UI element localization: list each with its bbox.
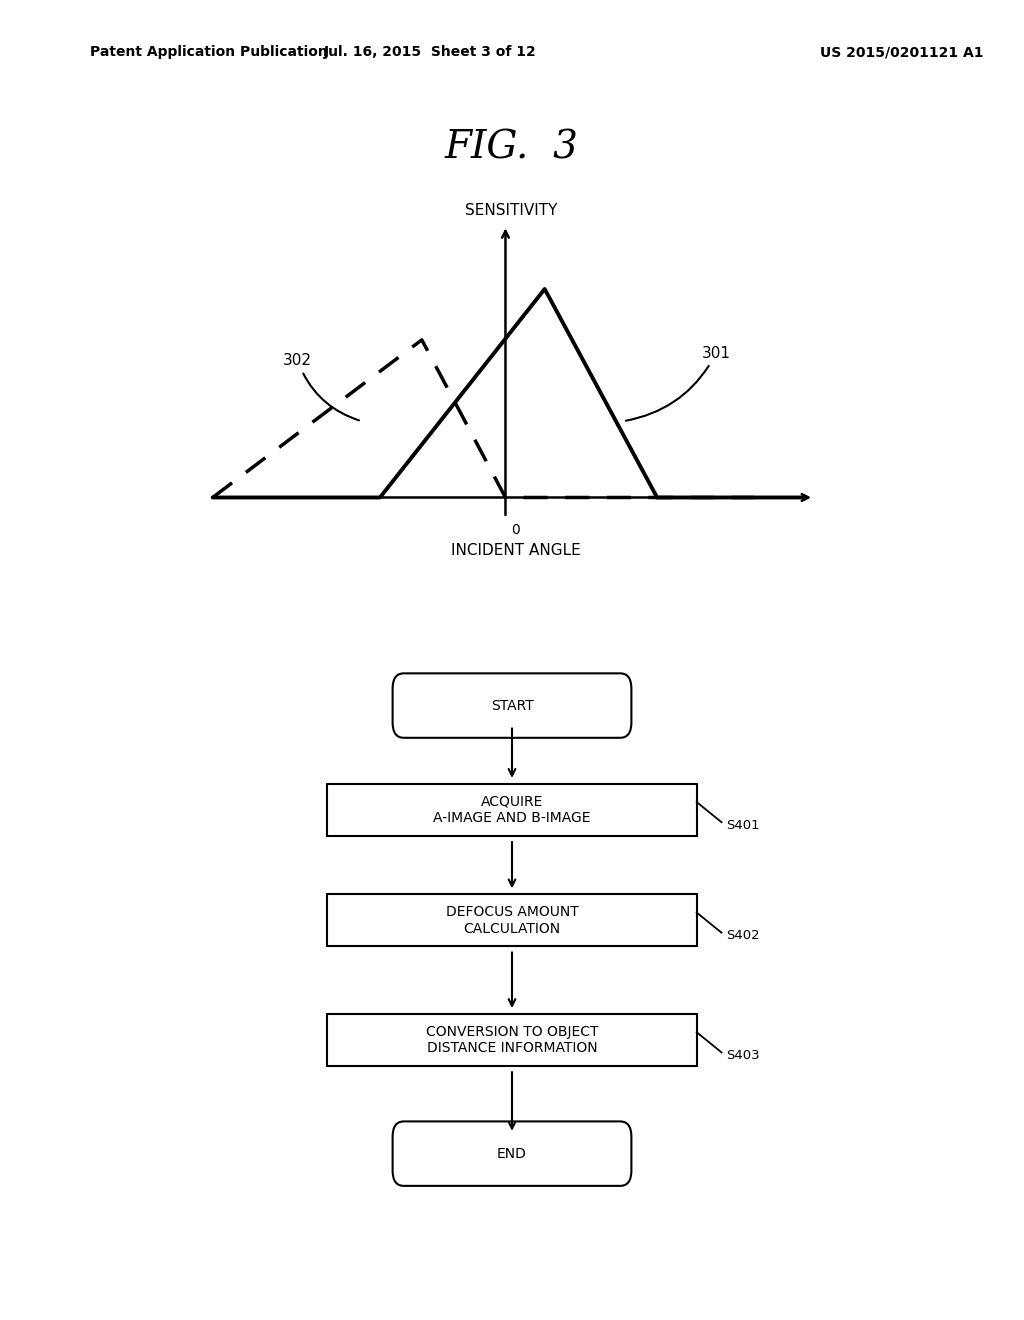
Text: US 2015/0201121 A1: US 2015/0201121 A1 <box>820 45 983 59</box>
Text: 0: 0 <box>512 523 520 537</box>
Text: 301: 301 <box>626 346 730 421</box>
Text: FIG.  4: FIG. 4 <box>445 681 579 718</box>
Text: CONVERSION TO OBJECT
DISTANCE INFORMATION: CONVERSION TO OBJECT DISTANCE INFORMATIO… <box>426 1026 598 1055</box>
Text: SENSITIVITY: SENSITIVITY <box>465 203 557 218</box>
Text: Patent Application Publication: Patent Application Publication <box>90 45 328 59</box>
FancyBboxPatch shape <box>392 673 632 738</box>
Text: 302: 302 <box>284 354 359 420</box>
Text: Jul. 16, 2015  Sheet 3 of 12: Jul. 16, 2015 Sheet 3 of 12 <box>324 45 537 59</box>
Text: END: END <box>497 1147 527 1160</box>
Text: S402: S402 <box>726 929 760 942</box>
FancyBboxPatch shape <box>392 1122 632 1185</box>
Text: DEFOCUS AMOUNT
CALCULATION: DEFOCUS AMOUNT CALCULATION <box>445 906 579 936</box>
Text: FIG.  3: FIG. 3 <box>445 129 579 166</box>
FancyBboxPatch shape <box>328 1014 696 1067</box>
FancyBboxPatch shape <box>328 784 696 836</box>
Text: S403: S403 <box>726 1049 760 1061</box>
Text: START: START <box>490 698 534 713</box>
Text: ACQUIRE
A-IMAGE AND B-IMAGE: ACQUIRE A-IMAGE AND B-IMAGE <box>433 795 591 825</box>
Text: S401: S401 <box>726 818 760 832</box>
FancyBboxPatch shape <box>328 895 696 946</box>
Text: INCIDENT ANGLE: INCIDENT ANGLE <box>451 544 581 558</box>
